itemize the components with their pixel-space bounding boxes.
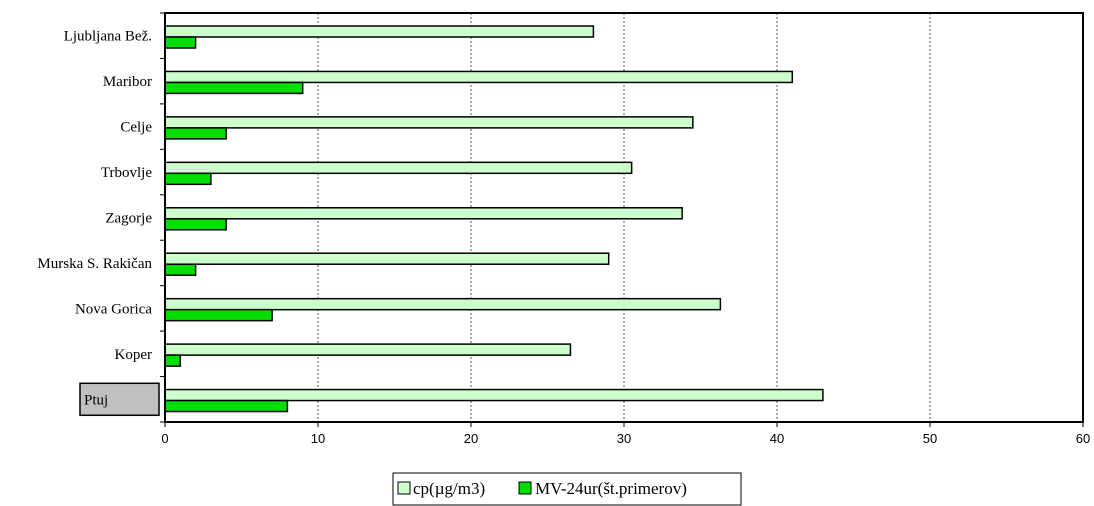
bar-cp-0 (164, 25, 595, 38)
category-label: Nova Gorica (75, 301, 152, 317)
bar-cp-5 (164, 252, 610, 265)
x-tick-label: 10 (311, 431, 325, 446)
bar-cp-3 (164, 161, 633, 175)
bar-cp-8 (164, 388, 824, 402)
x-tick-labels: 0 10 20 30 40 50 60 (161, 431, 1090, 446)
category-label: Zagorje (105, 211, 152, 227)
category-label: Ptuj (84, 392, 108, 408)
category-label: Maribor (103, 74, 152, 90)
category-label: Trbovlje (101, 165, 152, 181)
bar-mv24ur-1 (164, 81, 304, 95)
legend: cp(µg/m3) MV-24ur(št.primerov) (392, 472, 742, 506)
legend-swatch-mv24ur (518, 481, 532, 495)
x-tick-label: 30 (617, 431, 631, 446)
category-label: Murska S. Rakičan (37, 256, 152, 272)
x-tick-label: 20 (464, 431, 478, 446)
x-tick-label: 0 (161, 431, 168, 446)
bar-cp-6 (164, 297, 722, 311)
x-tick-label: 40 (770, 431, 784, 446)
bar-mv24ur-7 (164, 354, 182, 367)
bar-mv24ur-2 (164, 127, 227, 140)
legend-box (392, 472, 742, 506)
category-label: Celje (120, 120, 152, 136)
bar-mv24ur-3 (164, 172, 212, 186)
bar-cp-2 (164, 116, 694, 129)
bar-cp-4 (164, 207, 683, 220)
bar-cp-1 (164, 70, 794, 84)
category-label: Koper (115, 347, 153, 363)
bar-mv24ur-6 (164, 308, 273, 322)
bars-group (164, 25, 824, 413)
bar-cp-7 (164, 343, 572, 356)
legend-label-cp: cp(µg/m3) (413, 479, 485, 498)
x-tick-label: 60 (1076, 431, 1090, 446)
legend-swatch-cp (397, 481, 411, 495)
category-labels: Ljubljana Bež. Maribor Celje Trbovlje Zagorj… (37, 29, 160, 417)
category-label: Ljubljana Bež. (64, 29, 152, 45)
axis-ticks (160, 12, 1084, 427)
bar-mv24ur-4 (164, 218, 227, 231)
x-tick-label: 50 (923, 431, 937, 446)
legend-label-mv24ur: MV-24ur(št.primerov) (535, 479, 687, 498)
bar-mv24ur-8 (164, 399, 289, 413)
bar-mv24ur-5 (164, 263, 197, 276)
highlight-box (79, 382, 160, 417)
bar-mv24ur-0 (164, 36, 197, 49)
